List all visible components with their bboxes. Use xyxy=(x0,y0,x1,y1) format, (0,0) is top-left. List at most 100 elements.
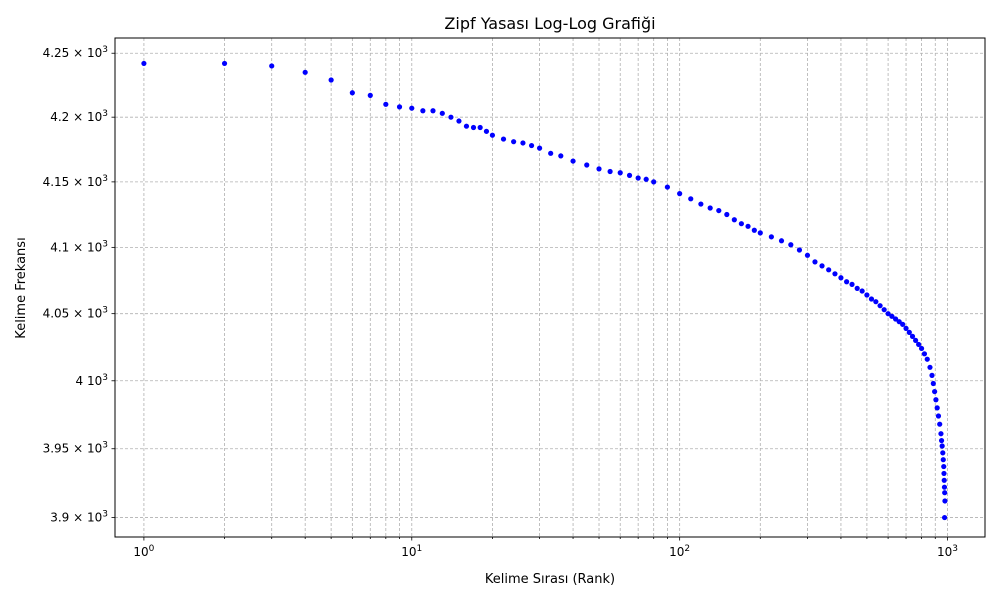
plot-frame xyxy=(114,37,986,538)
y-tick-label: 4.2 × 103 xyxy=(50,109,108,124)
data-point xyxy=(528,142,535,149)
data-point xyxy=(868,296,875,302)
data-point xyxy=(757,230,763,236)
data-point xyxy=(930,380,936,387)
x-axis-label: Kelime Sırası (Rank) xyxy=(485,572,615,587)
data-point xyxy=(768,234,774,240)
data-point xyxy=(941,514,948,521)
y-tick-label: 4.1 × 103 xyxy=(50,239,108,254)
data-point xyxy=(328,77,334,83)
data-point xyxy=(269,63,275,69)
data-point xyxy=(396,104,403,110)
axis-ticks: 100 101 102 103 3.9 × 103 3.95 × 103 4 103 4.05… xyxy=(43,45,958,559)
data-point xyxy=(302,69,308,75)
data-point xyxy=(221,60,228,67)
data-point xyxy=(141,60,147,67)
data-point xyxy=(826,267,832,273)
data-point xyxy=(607,168,613,175)
data-point xyxy=(854,285,860,291)
data-point xyxy=(812,259,818,265)
data-point xyxy=(941,477,947,483)
data-point xyxy=(927,364,933,370)
data-point xyxy=(921,351,928,357)
data-point xyxy=(651,179,657,185)
data-point xyxy=(941,470,947,477)
data-point xyxy=(906,329,912,335)
data-point xyxy=(536,145,543,151)
data-point xyxy=(456,118,462,124)
data-point xyxy=(724,211,730,218)
data-point xyxy=(940,457,946,463)
data-point xyxy=(941,463,947,470)
data-point xyxy=(751,227,757,233)
data-point xyxy=(942,498,948,504)
data-point xyxy=(924,356,930,362)
y-tick-label: 4.25 × 103 xyxy=(43,45,108,60)
data-point xyxy=(626,172,633,178)
data-point xyxy=(483,128,490,134)
data-point xyxy=(937,421,943,427)
y-tick-label: 4.05 × 103 xyxy=(43,306,108,321)
chart-title: Zipf Yasası Log-Log Grafiği xyxy=(444,14,655,33)
data-point xyxy=(520,140,526,146)
data-point xyxy=(500,136,507,142)
data-point xyxy=(477,124,483,131)
data-point xyxy=(796,247,803,253)
data-point xyxy=(731,217,737,223)
data-point xyxy=(934,405,940,411)
data-point xyxy=(918,345,925,352)
data-point xyxy=(939,443,945,449)
x-tick-label: 102 xyxy=(669,544,690,559)
x-tick-label: 100 xyxy=(133,544,154,559)
data-point xyxy=(916,341,922,348)
data-point xyxy=(900,321,906,327)
data-point xyxy=(738,221,744,227)
data-point xyxy=(893,316,899,322)
data-point xyxy=(885,311,891,317)
data-point xyxy=(804,252,811,258)
data-point xyxy=(688,196,694,202)
data-point xyxy=(430,108,436,114)
data-point xyxy=(596,166,602,172)
data-point xyxy=(635,175,641,181)
data-point xyxy=(716,207,722,214)
data-point xyxy=(819,263,825,269)
x-tick-label: 101 xyxy=(401,544,422,559)
data-point xyxy=(409,105,415,111)
data-point xyxy=(877,303,883,309)
data-point xyxy=(864,292,870,298)
data-point xyxy=(788,242,794,248)
data-point xyxy=(489,132,496,138)
data-point xyxy=(383,101,389,107)
data-point xyxy=(420,108,426,114)
data-point xyxy=(558,153,564,159)
data-point xyxy=(367,92,373,98)
data-point xyxy=(941,484,948,490)
data-point xyxy=(881,307,887,313)
data-point xyxy=(548,150,554,156)
data-point xyxy=(849,281,855,287)
data-point xyxy=(935,413,942,419)
x-tick-label: 103 xyxy=(937,544,958,559)
y-tick-label: 4 103 xyxy=(76,373,108,388)
data-point xyxy=(889,313,895,319)
data-point xyxy=(584,162,590,168)
data-point xyxy=(448,114,454,120)
data-point xyxy=(873,299,879,305)
data-point xyxy=(439,110,445,116)
grid-lines xyxy=(115,38,985,537)
data-point xyxy=(707,205,713,211)
data-point xyxy=(832,271,838,277)
data-point xyxy=(938,431,944,437)
data-point xyxy=(903,325,909,331)
data-point xyxy=(913,337,919,344)
data-points xyxy=(141,60,948,521)
data-point xyxy=(859,288,865,294)
data-point xyxy=(909,333,916,339)
y-tick-label: 4.15 × 103 xyxy=(43,174,108,189)
data-point xyxy=(844,279,850,285)
data-point xyxy=(940,450,946,456)
data-point xyxy=(570,158,576,164)
